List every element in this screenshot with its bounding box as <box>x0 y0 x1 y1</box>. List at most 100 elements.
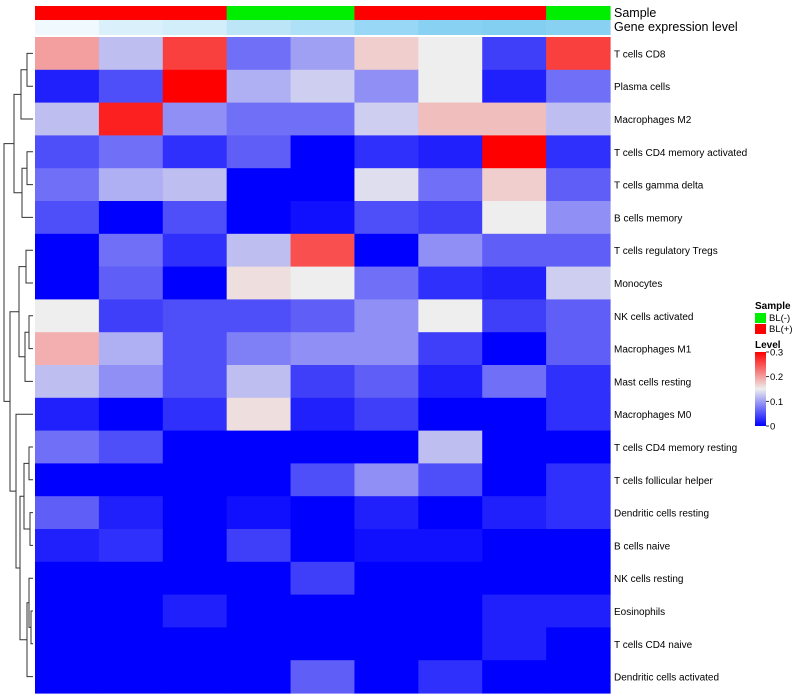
annotation-label-expression: Gene expression level <box>614 20 738 34</box>
dendrogram-branch <box>26 52 33 87</box>
heatmap-cell <box>546 69 611 104</box>
heatmap-cell <box>354 266 419 300</box>
heatmap-cell <box>35 266 100 300</box>
heatmap-cell <box>354 102 419 136</box>
heatmap-cell <box>35 660 100 694</box>
row-label: Plasma cells <box>614 82 670 93</box>
sample-annotation-cell <box>418 6 483 20</box>
heatmap-cell <box>354 660 419 694</box>
heatmap-cell <box>98 332 164 366</box>
heatmap-cell <box>290 201 356 235</box>
heatmap-cell <box>226 69 292 104</box>
heatmap-cell <box>98 430 164 464</box>
heatmap-cell <box>226 266 292 300</box>
heatmap-cell <box>354 529 419 563</box>
heatmap-cell <box>98 529 164 563</box>
heatmap-cell <box>35 332 100 366</box>
heatmap-cell <box>35 463 100 497</box>
heatmap-cell <box>226 561 292 596</box>
heatmap-cell <box>226 201 292 235</box>
heatmap-cell <box>162 397 228 432</box>
heatmap-cell <box>35 69 100 104</box>
heatmap-cell <box>482 463 547 497</box>
heatmap-cell <box>98 397 164 432</box>
dendrogram-branch <box>28 315 33 350</box>
row-label: T cells CD4 memory resting <box>614 443 737 454</box>
heatmap-cell <box>98 561 164 596</box>
row-label: T cells CD4 memory activated <box>614 148 747 159</box>
expression-annotation-cell <box>290 20 356 35</box>
heatmap-cell <box>290 332 356 366</box>
row-label: NK cells resting <box>614 574 683 585</box>
legend-color-bar <box>755 352 766 426</box>
heatmap-cell <box>226 168 292 202</box>
heatmap-cell <box>546 266 611 300</box>
heatmap-cell <box>162 102 228 136</box>
row-label: NK cells activated <box>614 312 693 323</box>
heatmap-cell <box>354 561 419 596</box>
row-label: T cells follicular helper <box>614 476 713 487</box>
heatmap-cell <box>482 430 547 464</box>
heatmap-cell <box>162 594 228 628</box>
dendrogram-branch <box>26 151 33 186</box>
heatmap-cell <box>482 529 547 563</box>
heatmap-cell <box>162 660 228 694</box>
row-label: T cells gamma delta <box>614 181 704 192</box>
row-labels: T cells CD8 Plasma cells Macrophages M2 T c… <box>614 49 747 683</box>
heatmap-cell <box>98 594 164 628</box>
heatmap-cell <box>546 660 611 694</box>
heatmap-cell <box>546 496 611 530</box>
heatmap-cell <box>482 627 547 661</box>
heatmap-cell <box>482 299 547 333</box>
heatmap-cell <box>482 594 547 628</box>
heatmap-cell <box>354 332 419 366</box>
heatmap-cell <box>418 594 483 628</box>
heatmap-cell <box>226 529 292 563</box>
heatmap-cell <box>418 201 483 235</box>
annotation-label-sample: Sample <box>614 6 656 20</box>
sample-annotation-cell <box>290 6 356 20</box>
heatmap-cell <box>354 627 419 661</box>
heatmap-cell <box>418 430 483 464</box>
heatmap-cell <box>354 299 419 333</box>
heatmap-cell <box>482 168 547 202</box>
heatmap-cell <box>546 37 611 71</box>
heatmap-cell <box>98 37 164 71</box>
heatmap-cell <box>35 168 100 202</box>
legend-swatch-bl-pos <box>755 324 766 334</box>
heatmap-cell <box>546 135 611 169</box>
heatmap-cell <box>290 135 356 169</box>
heatmap-cell <box>226 627 292 661</box>
heatmap-cell <box>162 332 228 366</box>
heatmap-cell <box>290 627 356 661</box>
heatmap-cell <box>418 135 483 169</box>
heatmap-cell <box>354 463 419 497</box>
heatmap-cell <box>482 365 547 399</box>
dendrogram-branch <box>30 610 33 645</box>
heatmap-cell <box>290 266 356 300</box>
heatmap-cell <box>162 37 228 71</box>
heatmap-cell <box>354 201 419 235</box>
heatmap-cell <box>418 529 483 563</box>
expression-annotation-cell <box>35 20 100 35</box>
expression-annotation-cell <box>546 20 611 35</box>
legend-tick-label: 0 <box>770 422 775 433</box>
heatmap-cell <box>482 266 547 300</box>
heatmap-cell <box>35 594 100 628</box>
heatmap-cell <box>546 397 611 432</box>
heatmap-cell <box>226 135 292 169</box>
heatmap-cell <box>162 201 228 235</box>
expression-annotation-cell <box>418 20 483 35</box>
heatmap-cell <box>35 397 100 432</box>
heatmap-cell <box>162 135 228 169</box>
row-label: B cells naive <box>614 541 671 552</box>
heatmap-cell <box>290 102 356 136</box>
heatmap-cell <box>226 37 292 71</box>
heatmap-cell <box>482 233 547 268</box>
heatmap-cell <box>418 463 483 497</box>
heatmap-cell <box>418 561 483 596</box>
heatmap-cell <box>546 594 611 628</box>
heatmap-cell <box>98 135 164 169</box>
heatmap-cell <box>418 332 483 366</box>
heatmap-cell <box>226 496 292 530</box>
